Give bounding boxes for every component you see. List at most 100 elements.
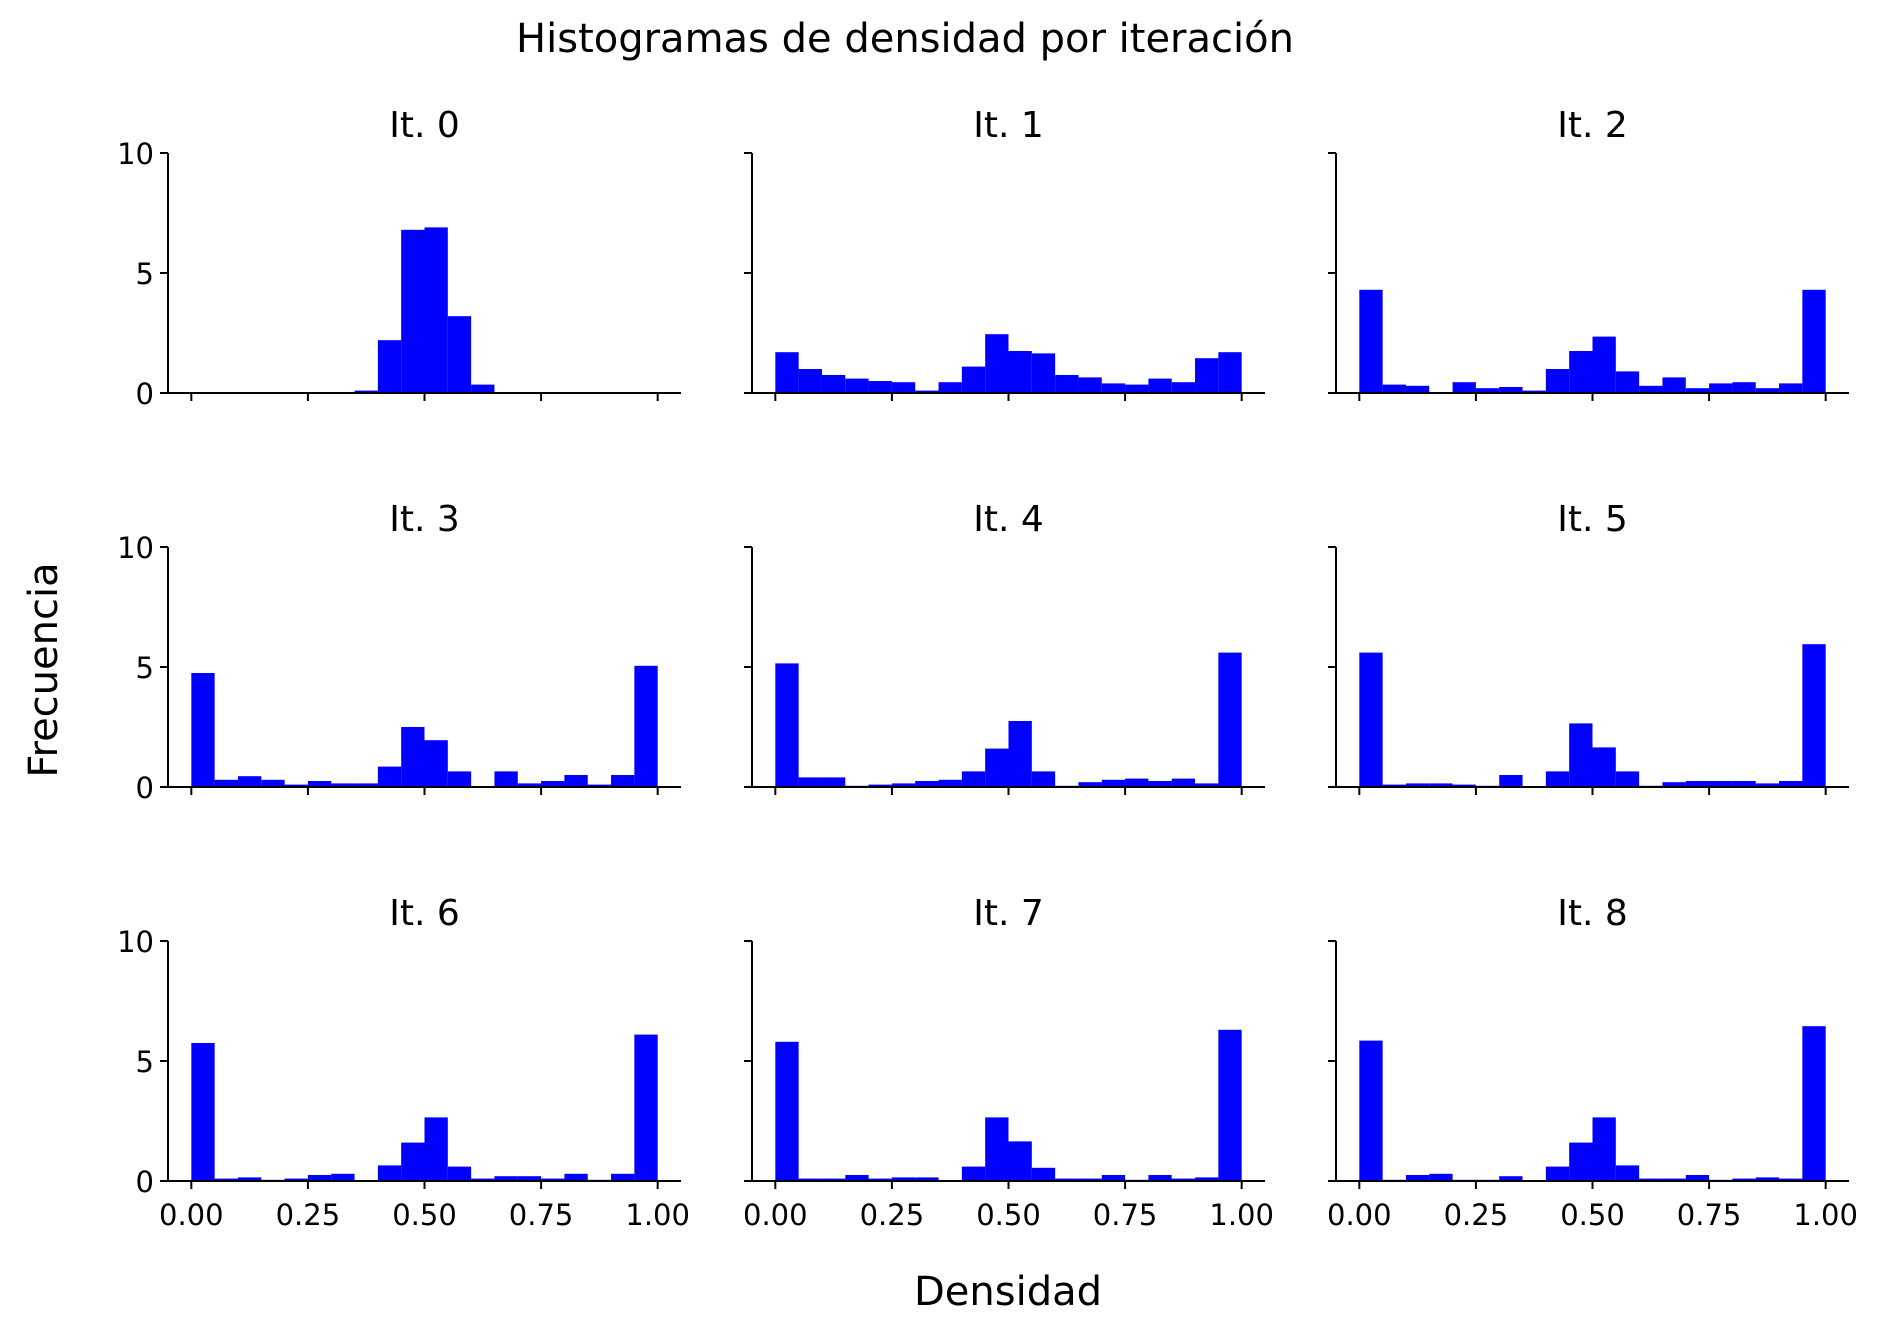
histogram-bar — [798, 777, 822, 787]
histogram-bar — [1779, 383, 1803, 393]
y-axis-label: Frecuencia — [21, 562, 67, 777]
histogram-bar — [1545, 771, 1570, 787]
histogram-bar — [1382, 384, 1406, 393]
histogram-bar — [564, 775, 588, 787]
histogram-bar — [471, 384, 495, 393]
panel-it-7: It. 7 0.00 0.25 0.50 0.75 1.00 — [743, 893, 1274, 1232]
histogram-bar — [1685, 781, 1710, 787]
histogram-bar — [1779, 781, 1803, 787]
histogram-bar — [985, 1117, 1009, 1181]
y-tick-label: 0 — [136, 771, 154, 805]
histogram-bar — [1195, 358, 1219, 393]
panel-it-4: It. 4 — [744, 499, 1265, 795]
histogram-bar — [1195, 783, 1219, 787]
histogram-bar — [1732, 1178, 1756, 1181]
histogram-bar — [1709, 781, 1733, 787]
histogram-bar — [1008, 1141, 1032, 1181]
y-tick-label: 10 — [117, 925, 154, 959]
histogram-bar — [401, 727, 425, 787]
histogram-bar — [1359, 1040, 1383, 1181]
histogram-bar — [1592, 1117, 1616, 1181]
histogram-bar — [1078, 1178, 1102, 1181]
histogram-bar — [1639, 1178, 1663, 1181]
histogram-bar — [1125, 384, 1149, 393]
histogram-bar — [1429, 1173, 1453, 1181]
histogram-bar — [377, 1165, 402, 1181]
histogram-bar — [1615, 771, 1640, 787]
x-tick-label: 0.00 — [1327, 1198, 1392, 1232]
histogram-bar — [985, 334, 1009, 393]
panel-title: It. 8 — [1557, 893, 1628, 934]
histogram-bar — [401, 229, 425, 393]
histogram-bar — [1031, 353, 1056, 393]
panel-title: It. 1 — [973, 105, 1044, 146]
histogram-bar — [1662, 782, 1686, 787]
histogram-bar — [1125, 778, 1149, 787]
histogram-bar — [915, 390, 939, 393]
figure-title: Histogramas de densidad por iteración — [516, 16, 1294, 62]
x-tick-label: 1.00 — [625, 1198, 690, 1232]
histogram-bar — [1569, 1142, 1593, 1181]
histogram-bar — [494, 771, 518, 787]
panel-it-5: It. 5 — [1328, 499, 1849, 795]
x-tick-label: 0.75 — [1093, 1198, 1158, 1232]
histogram-bar — [1685, 1175, 1710, 1181]
histogram-bar — [1522, 390, 1546, 393]
histogram-bar — [517, 783, 542, 787]
histogram-bar — [891, 1177, 916, 1181]
histogram-bar — [1545, 369, 1570, 393]
y-tick-label: 10 — [117, 531, 154, 565]
histogram-bar — [1171, 778, 1196, 787]
y-tick-label: 0 — [136, 377, 154, 411]
histogram-bar — [377, 766, 402, 787]
y-tick-label: 5 — [136, 257, 154, 291]
histogram-bar — [1615, 371, 1640, 393]
panel-title: It. 6 — [389, 893, 460, 934]
histogram-bar — [424, 1117, 448, 1181]
histogram-bar — [845, 1175, 869, 1181]
histogram-bar — [1755, 783, 1780, 787]
histogram-bar — [331, 1173, 355, 1181]
histogram-bar — [611, 1173, 635, 1181]
histogram-bar — [891, 783, 916, 787]
histogram-bar — [915, 1177, 939, 1181]
histogram-bar — [1148, 378, 1172, 393]
histogram-bar — [1569, 351, 1593, 393]
histogram-bar — [447, 771, 472, 787]
histogram-bar — [1078, 782, 1102, 787]
histogram-bar — [307, 1175, 332, 1181]
histogram-bar — [845, 378, 869, 393]
panel-title: It. 2 — [1557, 105, 1628, 146]
histogram-bar — [1802, 1026, 1826, 1181]
panel-it-0: It. 0 0 5 10 — [117, 105, 681, 411]
histogram-bar — [938, 382, 962, 393]
histogram-bar — [1732, 382, 1756, 393]
histogram-bar — [1218, 352, 1242, 393]
histogram-bar — [447, 316, 472, 393]
histogram-bar — [1545, 1166, 1570, 1181]
histogram-bar — [1755, 388, 1780, 393]
x-tick-label: 0.50 — [976, 1198, 1041, 1232]
histogram-bar — [1499, 775, 1523, 787]
histogram-bar — [471, 1178, 495, 1181]
histogram-bar — [1452, 784, 1476, 787]
histogram-bar — [1195, 1177, 1219, 1181]
histogram-bar — [1031, 1167, 1056, 1181]
histogram-bar — [1101, 383, 1126, 393]
x-axis-label: Densidad — [914, 1269, 1102, 1315]
histogram-bar — [261, 779, 285, 787]
histogram-bar — [1405, 385, 1430, 393]
x-tick-label: 0.75 — [1677, 1198, 1742, 1232]
histogram-bar — [354, 390, 378, 393]
histogram-bar — [1779, 1178, 1803, 1181]
panel-title: It. 0 — [389, 105, 460, 146]
histogram-bar — [1031, 771, 1056, 787]
histogram-bar — [775, 352, 799, 393]
histogram-bar — [1359, 652, 1383, 787]
histogram-bar — [1499, 1176, 1523, 1181]
panel-it-1: It. 1 — [744, 105, 1265, 401]
histogram-bar — [1078, 377, 1102, 393]
histogram-bar — [1055, 1178, 1079, 1181]
histogram-bar — [938, 779, 962, 787]
histogram-bar — [634, 1034, 658, 1181]
